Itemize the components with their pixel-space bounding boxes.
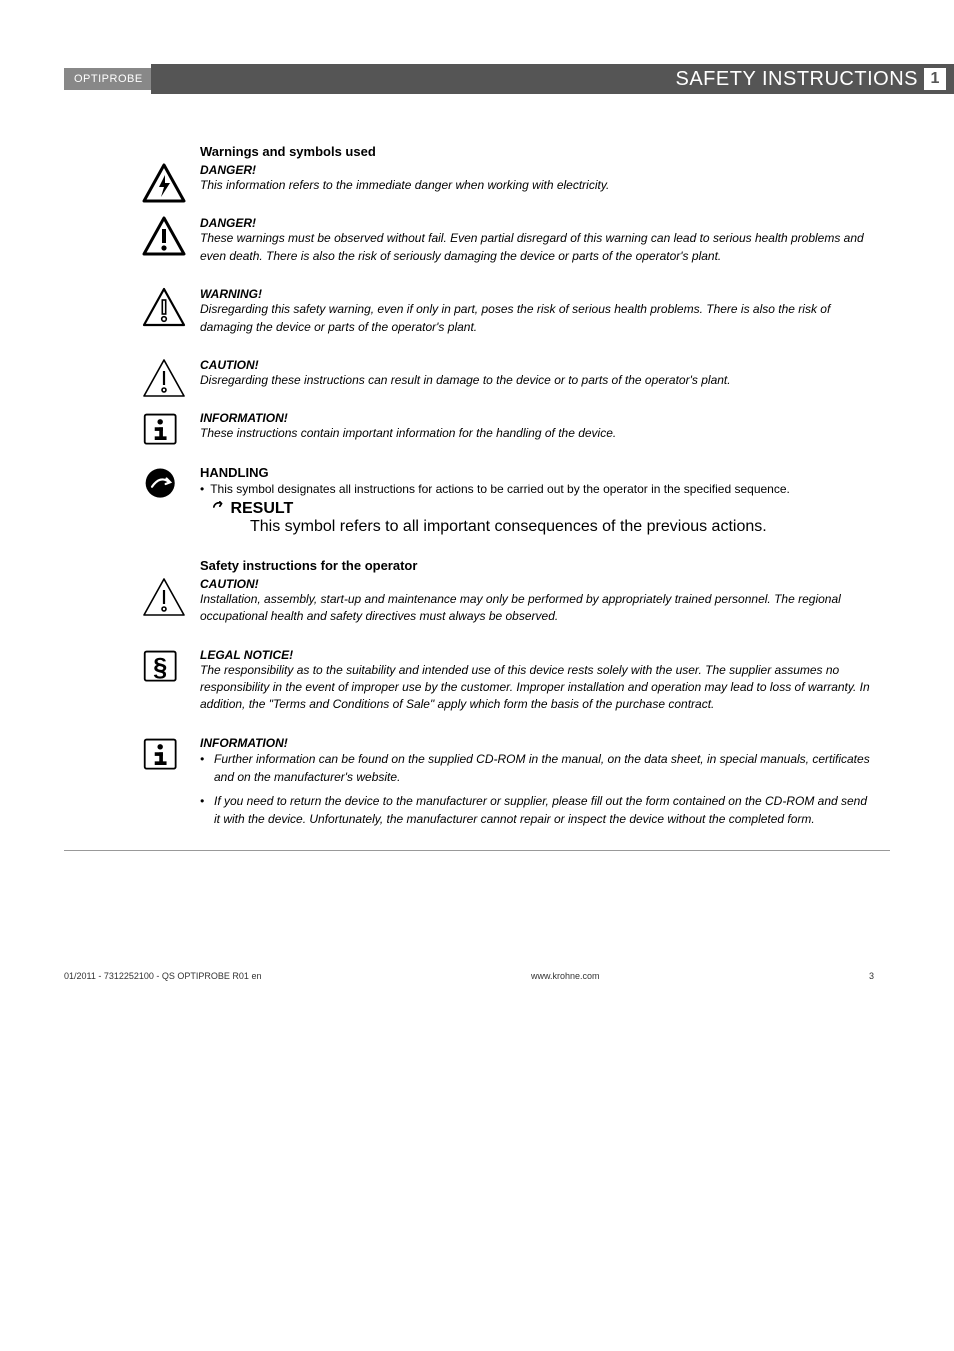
exclamation-triangle-outline-icon <box>142 287 186 327</box>
block-information-list: INFORMATION! Further information can be … <box>200 736 874 828</box>
paragraph-box-icon: § <box>142 648 186 688</box>
block-label: INFORMATION! <box>200 736 874 750</box>
exclamation-triangle-filled-icon <box>142 216 186 256</box>
block-body: Installation, assembly, start-up and mai… <box>200 591 874 626</box>
section-title-safety: Safety instructions for the operator <box>200 558 874 573</box>
block-label: HANDLING <box>200 465 874 480</box>
result-row: RESULT This symbol refers to all importa… <box>212 500 874 536</box>
footer-left: 01/2011 - 7312252100 - QS OPTIPROBE R01 … <box>64 971 261 981</box>
block-label: CAUTION! <box>200 358 874 372</box>
info-box-icon <box>142 736 186 776</box>
block-body: These instructions contain important inf… <box>200 425 874 442</box>
block-body: Disregarding these instructions can resu… <box>200 372 874 389</box>
exclamation-triangle-thin-icon <box>142 577 186 617</box>
list-item: Further information can be found on the … <box>200 750 874 786</box>
block-danger-electricity: DANGER! This information refers to the i… <box>200 163 874 194</box>
result-label: RESULT <box>230 500 293 517</box>
content-area: Warnings and symbols used DANGER! This i… <box>0 94 954 828</box>
block-label: CAUTION! <box>200 577 874 591</box>
chapter-number: 1 <box>924 68 946 90</box>
block-label: DANGER! <box>200 163 874 177</box>
block-label: LEGAL NOTICE! <box>200 648 874 662</box>
block-body: These warnings must be observed without … <box>200 230 874 265</box>
block-label: DANGER! <box>200 216 874 230</box>
handling-circle-icon <box>142 465 186 505</box>
block-body: Disregarding this safety warning, even i… <box>200 301 874 336</box>
block-body: This information refers to the immediate… <box>200 177 874 194</box>
info-list: Further information can be found on the … <box>200 750 874 828</box>
footer-rule <box>64 850 890 851</box>
result-text: This symbol refers to all important cons… <box>250 518 874 536</box>
svg-text:§: § <box>153 654 167 682</box>
lightning-triangle-icon <box>142 163 186 203</box>
list-item: If you need to return the device to the … <box>200 792 874 828</box>
info-box-icon <box>142 411 186 451</box>
block-legal-notice: § LEGAL NOTICE! The responsibility as to… <box>200 648 874 714</box>
chapter-title: SAFETY INSTRUCTIONS <box>676 68 919 91</box>
list-item: This symbol designates all instructions … <box>200 480 874 498</box>
block-label: WARNING! <box>200 287 874 301</box>
product-tag: OPTIPROBE <box>64 68 153 90</box>
exclamation-triangle-thin-icon <box>142 358 186 398</box>
block-information: INFORMATION! These instructions contain … <box>200 411 874 442</box>
chapter-banner: SAFETY INSTRUCTIONS 1 <box>151 64 954 94</box>
page-footer: 01/2011 - 7312252100 - QS OPTIPROBE R01 … <box>0 971 954 981</box>
block-label: INFORMATION! <box>200 411 874 425</box>
result-arrow-icon <box>212 500 226 518</box>
block-caution-operator: CAUTION! Installation, assembly, start-u… <box>200 577 874 626</box>
block-body: The responsibility as to the suitability… <box>200 662 874 714</box>
footer-right: 3 <box>869 971 874 981</box>
block-warning: WARNING! Disregarding this safety warnin… <box>200 287 874 336</box>
handling-list: This symbol designates all instructions … <box>200 480 874 498</box>
section-title-warnings: Warnings and symbols used <box>200 144 874 159</box>
page-header: OPTIPROBE SAFETY INSTRUCTIONS 1 <box>0 64 954 94</box>
block-handling: HANDLING This symbol designates all inst… <box>200 465 874 536</box>
block-danger-general: DANGER! These warnings must be observed … <box>200 216 874 265</box>
block-caution: CAUTION! Disregarding these instructions… <box>200 358 874 389</box>
footer-center: www.krohne.com <box>531 971 600 981</box>
